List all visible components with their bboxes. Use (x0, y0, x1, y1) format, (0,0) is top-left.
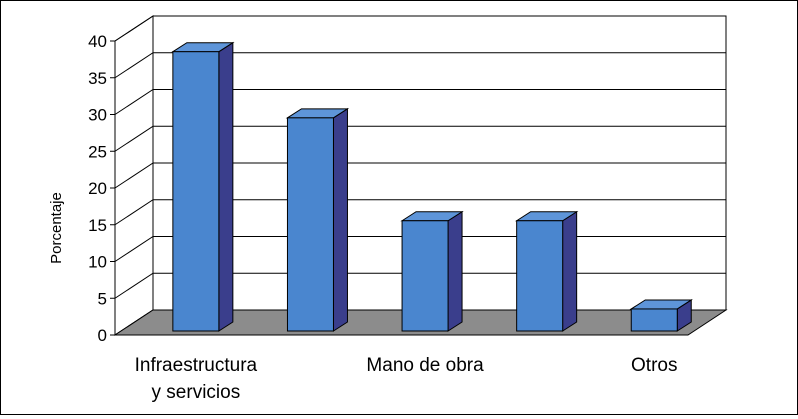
y-tick-label: 35 (88, 69, 107, 88)
bar-side (562, 210, 578, 332)
bar-front (286, 117, 334, 332)
bar-front (172, 51, 220, 332)
x-axis-labels: Infraestructura y servicios Mano de obra Ot… (135, 355, 678, 403)
bar-front (630, 308, 678, 332)
y-tick-label: 15 (88, 216, 107, 235)
gridline (114, 199, 726, 226)
bar (400, 210, 464, 332)
y-axis-label: Porcentaje (48, 192, 65, 264)
bar-side (447, 210, 463, 332)
gridline (114, 15, 726, 42)
bar-side (218, 41, 234, 332)
bar (171, 41, 235, 332)
gridline (114, 162, 726, 189)
y-tick-label: 30 (88, 106, 107, 125)
gridline (114, 89, 726, 115)
y-tick-label: 0 (98, 326, 107, 345)
bars (171, 41, 693, 332)
x-category-label: Otros (631, 355, 677, 376)
bar (514, 210, 579, 332)
y-tick-label: 40 (88, 32, 107, 51)
gridline (114, 52, 726, 79)
y-tick-label: 20 (88, 179, 107, 198)
bar-front (401, 220, 449, 332)
y-tick-label: 25 (88, 142, 107, 161)
bar (629, 299, 693, 332)
bar-side (332, 107, 348, 332)
y-tick-label: 10 (88, 253, 107, 272)
y-axis-ticks: 0 5 10 15 20 25 30 35 40 (88, 32, 116, 345)
bar (285, 107, 350, 332)
y-tick-label: 5 (98, 289, 107, 308)
gridline (114, 125, 726, 152)
bar-front (516, 220, 564, 332)
x-category-label: Mano de obra (366, 355, 484, 376)
x-category-label: Infraestructura y servicios (135, 355, 258, 403)
